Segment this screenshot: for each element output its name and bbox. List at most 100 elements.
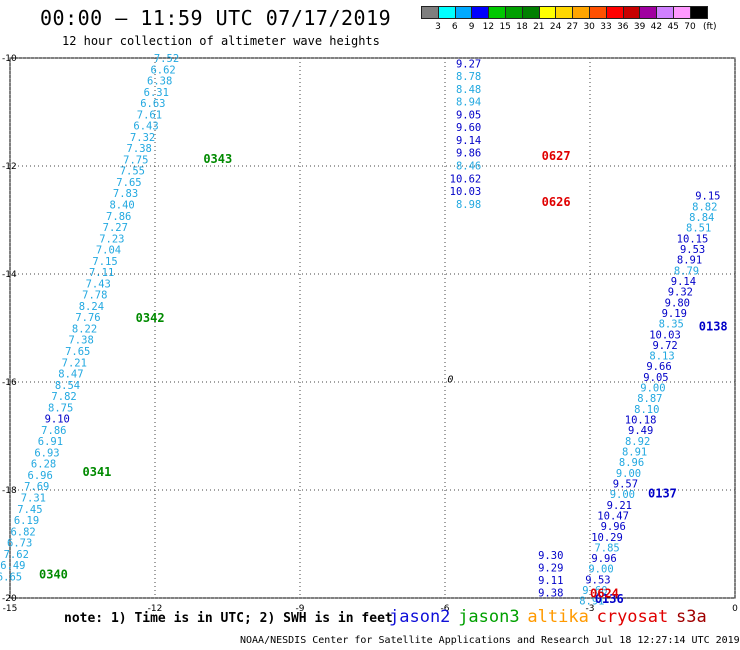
wave-height-value: 7.38 [127,143,152,155]
wave-height-value: 9.14 [456,135,481,147]
wave-height-value: 6.73 [7,538,32,550]
pass-number-label: 0341 [83,465,112,479]
legend-label: 39 [633,22,646,32]
wave-height-value: 10.03 [649,329,681,341]
wave-height-value: 8.94 [456,97,481,109]
color-scale-legend: 3 6 9 12 15 18 21 24 27 30 33 36 39 42 45 70 (ft) [421,6,717,32]
wave-height-value: 9.27 [456,58,481,70]
wave-height-value: 7.45 [17,504,42,516]
pass-number-label: 0340 [39,568,68,582]
wave-height-value: 8.54 [55,380,80,392]
wave-height-value: 7.69 [24,481,49,493]
wave-height-value: 6.91 [38,436,63,448]
wave-height-value: 8.40 [109,200,134,212]
pass-number-label: 0626 [542,195,571,209]
wave-height-value: 10.15 [677,233,709,245]
wave-height-value: 6.31 [144,87,169,99]
pass-number-label: 0137 [648,487,677,501]
legend-label: 9 [468,22,475,32]
wave-height-value: 8.13 [649,351,674,363]
legend-label: 24 [549,22,562,32]
wave-height-value: 7.23 [99,233,124,245]
legend-label: 12 [482,22,495,32]
x-tick-label: -6 [441,604,450,614]
wave-height-value: 7.32 [130,132,155,144]
wave-height-value: 8.48 [456,84,481,96]
pass-number-label: 0627 [542,149,571,163]
wave-height-value: 7.04 [96,245,121,257]
wave-height-value: 6.38 [147,76,172,88]
wave-height-value: 9.05 [643,372,668,384]
map-frame [9,57,736,599]
legend-label: 45 [667,22,679,32]
wave-height-value: 7.38 [68,335,93,347]
wave-height-value: 9.49 [628,425,653,437]
wave-height-value: 8.91 [622,446,647,458]
wave-height-value: 9.15 [695,191,720,203]
wave-height-value: 7.55 [120,166,145,178]
wave-height-value: 8.92 [625,436,650,448]
wave-height-value: 7.65 [65,346,90,358]
wave-height-value: 10.62 [450,173,482,185]
wave-height-value: 8.98 [456,199,481,211]
x-tick-label: -12 [148,604,163,614]
y-tick-label: -16 [2,378,17,388]
wave-height-value: 8.82 [692,201,717,213]
wave-height-value: 8.91 [579,596,604,608]
wave-height-value: 9.29 [538,562,563,574]
y-tick-label: -18 [2,486,17,496]
wave-height-value: 8.24 [79,301,104,313]
wave-height-value: 9.00 [588,564,613,576]
pass-number-label: 0136 [595,592,624,606]
legend-label: 6 [451,22,458,32]
wave-height-value: 7.82 [51,391,76,403]
legend-label: 15 [499,22,511,32]
wave-height-value: 8.47 [58,369,83,381]
wave-height-value: 8.96 [619,457,644,469]
satellite-legend-altika: altika [527,607,589,627]
wave-height-value: 9.32 [668,287,693,299]
wave-height-value: 8.35 [659,319,684,331]
pass-number-label: 0624 [590,587,619,601]
wave-height-value: 7.65 [116,177,141,189]
wave-height-value: 9.60 [582,585,607,597]
page-subtitle: 12 hour collection of altimeter wave hei… [62,34,380,48]
wave-height-value: 8.51 [686,223,711,235]
wave-height-value: 6.93 [34,447,59,459]
wave-height-value: 9.53 [585,574,610,586]
wave-height-value: 7.86 [106,211,131,223]
page-title: 00:00 – 11:59 UTC 07/17/2019 [40,6,392,30]
x-tick-label: -15 [3,604,18,614]
wave-height-value: 6.19 [14,515,39,527]
wave-height-value: 8.46 [456,161,481,173]
wave-height-value: 9.53 [680,244,705,256]
legend-label: 18 [516,22,528,32]
x-tick-label: -9 [296,604,305,614]
wave-height-value: 8.87 [637,393,662,405]
legend-label: 30 [583,22,595,32]
wave-height-value: 8.79 [674,265,699,277]
wave-height-value: 9.38 [538,588,563,600]
wave-height-value: 6.62 [150,64,175,76]
wave-height-value: 8.78 [456,71,481,83]
wave-height-value: 7.43 [86,278,111,290]
satellite-legend-s3a: s3a [676,607,707,627]
wave-height-value: 6.96 [28,470,53,482]
wave-height-value: 9.80 [665,297,690,309]
wave-height-value: 7.78 [82,290,107,302]
wave-height-value: 9.00 [610,489,635,501]
legend-label: 27 [566,22,579,32]
wave-height-value: 7.52 [154,53,179,65]
wave-height-value: 9.72 [652,340,677,352]
wave-height-value: 9.21 [607,500,632,512]
wave-height-value: 7.31 [21,493,46,505]
wave-height-value: 7.62 [4,549,29,561]
wave-height-value: 9.96 [601,521,626,533]
wave-height-value: 6.49 [0,560,25,572]
wave-height-value: 7.15 [92,256,117,268]
x-tick-label: 0 [732,604,738,614]
wave-height-value: 8.75 [48,402,73,414]
wave-height-value: 9.60 [456,122,481,134]
wave-height-value: 7.27 [103,222,128,234]
x-tick-label: -3 [586,604,595,614]
